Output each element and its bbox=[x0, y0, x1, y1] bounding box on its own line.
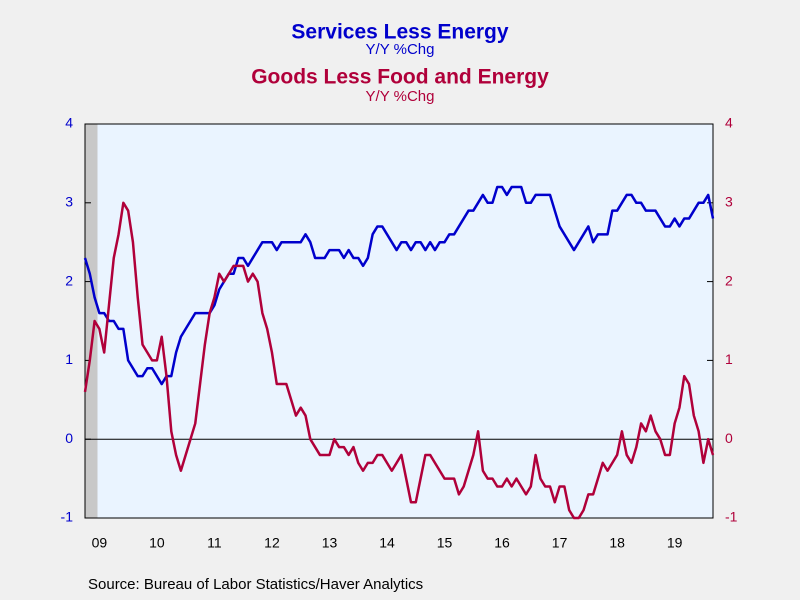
y-tick-label: 3 bbox=[65, 194, 73, 210]
recession-shade bbox=[85, 124, 98, 518]
y-tick-label: 4 bbox=[65, 115, 73, 131]
x-tick-label: 15 bbox=[437, 535, 453, 551]
y-tick-label: 0 bbox=[65, 430, 73, 446]
source: Source: Bureau of Labor Statistics/Haver… bbox=[88, 576, 423, 593]
subtitle: Y/Y %Chg bbox=[366, 41, 435, 58]
x-tick-label: 16 bbox=[494, 535, 510, 551]
x-tick-label: 19 bbox=[667, 535, 683, 551]
y2-tick-label: 1 bbox=[725, 351, 733, 367]
x-tick-label: 13 bbox=[322, 535, 338, 551]
x-tick-label: 10 bbox=[149, 535, 165, 551]
x-tick-label: 11 bbox=[207, 535, 222, 551]
x-tick-label: 09 bbox=[92, 535, 108, 551]
x-tick-label: 18 bbox=[609, 535, 625, 551]
x-tick-label: 12 bbox=[264, 535, 280, 551]
y-tick-label: 1 bbox=[65, 351, 73, 367]
series-line bbox=[83, 185, 715, 386]
title-2: Goods Less Food and Energy bbox=[251, 66, 549, 89]
y2-tick-label: 2 bbox=[725, 272, 733, 288]
y2-tick-label: -1 bbox=[725, 509, 738, 525]
x-tick-label: 14 bbox=[379, 535, 395, 551]
title: Services Less Energy bbox=[291, 21, 508, 44]
y2-tick-label: 4 bbox=[725, 115, 733, 131]
y-tick-label: 2 bbox=[65, 272, 73, 288]
series-line bbox=[83, 201, 715, 520]
y2-tick-label: 0 bbox=[725, 430, 733, 446]
y-tick-label: -1 bbox=[61, 509, 74, 525]
x-tick-label: 17 bbox=[552, 535, 568, 551]
y2-tick-label: 3 bbox=[725, 194, 733, 210]
subtitle-2: Y/Y %Chg bbox=[366, 88, 435, 105]
